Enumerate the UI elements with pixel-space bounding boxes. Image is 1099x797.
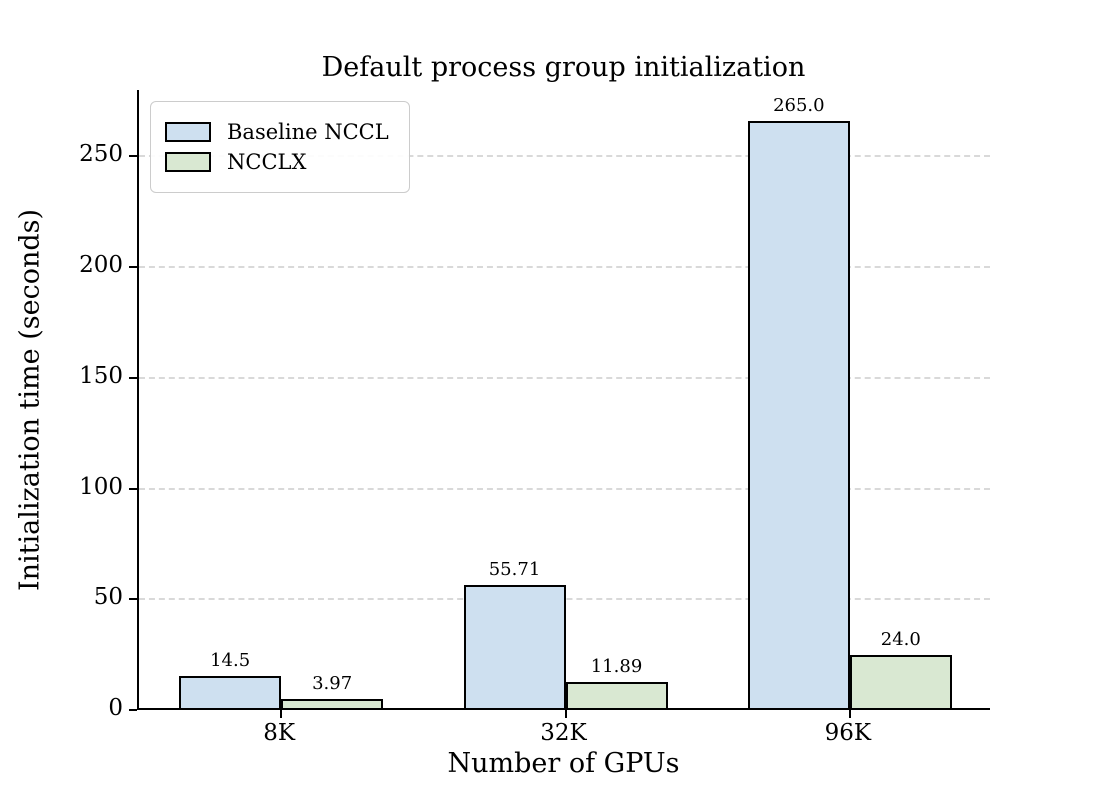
- chart-title: Default process group initialization: [321, 52, 806, 83]
- ytick-mark-250: [129, 155, 137, 158]
- legend-swatch-ncclx-icon: [165, 152, 211, 172]
- ytick-label-100: 100: [79, 473, 123, 500]
- legend: Baseline NCCL NCCLX: [150, 101, 410, 193]
- bar-8K-ncclx: [281, 699, 384, 708]
- plot-area: 14.5 3.97 55.71 11.89 265.0 24.0 0 50 100 150 200…: [79, 90, 990, 721]
- xtick-label-96K: 96K: [824, 720, 872, 746]
- bar-96K-ncclx: [849, 654, 952, 708]
- gridline-y-250: [139, 155, 990, 158]
- legend-label-baseline-nccl: Baseline NCCL: [227, 120, 389, 144]
- y-axis-title: Initialization time (seconds): [14, 208, 46, 592]
- ytick-mark-100: [129, 487, 137, 490]
- xtick-label-32K: 32K: [540, 720, 587, 746]
- bar-value-label-32K-ncclx: 11.89: [590, 655, 643, 677]
- ytick-label-200: 200: [79, 252, 123, 279]
- legend-item-ncclx: NCCLX: [165, 150, 389, 174]
- bar-value-label-96K-baseline-nccl: 265.0: [773, 95, 825, 117]
- bar-32K-baseline-nccl: [463, 584, 566, 708]
- ytick-label-250: 250: [79, 141, 123, 168]
- bar-32K-ncclx: [565, 681, 668, 708]
- xtick-label-8K: 8K: [263, 720, 296, 746]
- x-axis-title: Number of GPUs: [447, 748, 680, 779]
- bar-96K-baseline-nccl: [747, 121, 850, 708]
- bar-value-label-8K-ncclx: 3.97: [312, 673, 353, 695]
- xtick-mark-32K: [564, 710, 567, 718]
- bar-value-label-96K-ncclx: 24.0: [880, 628, 921, 650]
- ytick-label-150: 150: [79, 362, 123, 389]
- xtick-mark-8K: [280, 710, 283, 718]
- gridline-y-150: [139, 376, 990, 379]
- ytick-mark-50: [129, 598, 137, 601]
- bar-value-label-8K-baseline-nccl: 14.5: [210, 649, 251, 671]
- legend-swatch-baseline-nccl-icon: [165, 122, 211, 142]
- bar-8K-baseline-nccl: [179, 675, 282, 708]
- gridline-y-100: [139, 487, 990, 490]
- ytick-mark-200: [129, 266, 137, 269]
- ytick-mark-0: [129, 709, 137, 711]
- ytick-label-50: 50: [93, 584, 123, 611]
- xtick-mark-96K: [848, 710, 851, 718]
- ytick-mark-150: [129, 376, 137, 379]
- bar-value-label-32K-baseline-nccl: 55.71: [488, 558, 541, 580]
- ytick-label-0: 0: [108, 695, 123, 721]
- gridline-y-200: [139, 266, 990, 269]
- legend-label-ncclx: NCCLX: [227, 150, 307, 174]
- legend-item-baseline-nccl: Baseline NCCL: [165, 120, 389, 144]
